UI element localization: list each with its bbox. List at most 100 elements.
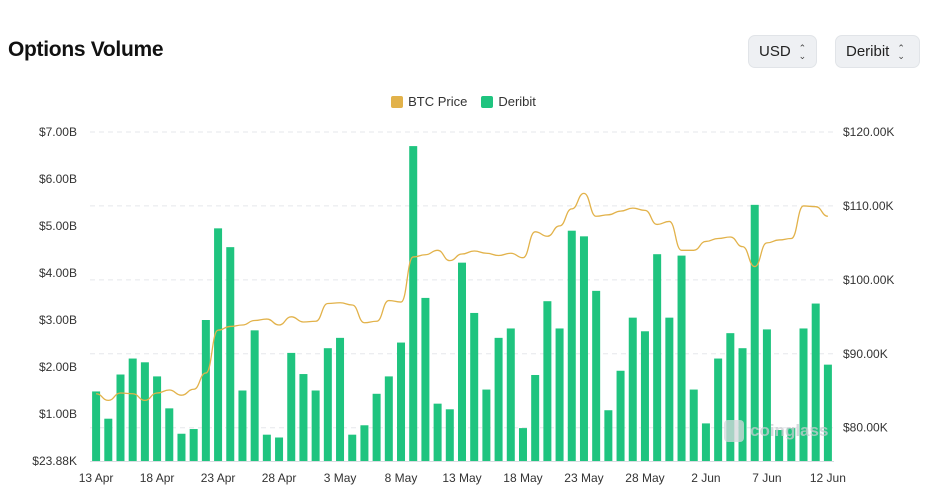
deribit-bar [701, 423, 710, 461]
deribit-bar [665, 317, 674, 461]
legend-item-btc-price[interactable]: BTC Price [391, 94, 467, 109]
deribit-bar [543, 301, 552, 461]
deribit-bar [189, 429, 198, 461]
deribit-bar [482, 389, 491, 461]
legend-label-deribit: Deribit [498, 94, 536, 109]
watermark: coinglass [724, 420, 828, 442]
deribit-bar [372, 393, 381, 461]
deribit-bar [262, 434, 271, 461]
y-right-tick-label: $110.00K [843, 199, 894, 213]
y-left-tick-label: $7.00B [39, 125, 77, 139]
x-tick-label: 23 May [564, 471, 603, 485]
y-left-tick-label: $23.88K [32, 454, 77, 468]
x-tick-label: 3 May [324, 471, 357, 485]
deribit-bar [689, 389, 698, 461]
x-tick-label: 18 May [503, 471, 542, 485]
deribit-bar [799, 328, 808, 461]
deribit-bar [323, 348, 332, 461]
deribit-bar [555, 328, 564, 461]
deribit-bar [287, 352, 296, 461]
deribit-bar [653, 254, 662, 461]
deribit-bar [738, 348, 747, 461]
deribit-bar [579, 236, 588, 461]
deribit-bar [336, 337, 345, 461]
y-left-tick-label: $5.00B [39, 219, 77, 233]
btc-price-series-line [96, 192, 829, 402]
deribit-bar [360, 425, 369, 461]
watermark-text: coinglass [750, 421, 829, 440]
deribit-bar [433, 403, 442, 461]
deribit-bar [592, 290, 601, 461]
deribit-bar [604, 410, 613, 461]
deribit-bar [811, 303, 820, 461]
x-tick-label: 18 Apr [140, 471, 175, 485]
x-tick-label: 28 May [625, 471, 664, 485]
deribit-bar [238, 390, 247, 461]
axis-labels: $80.00K $90.00K $100.00K $110.00K $120.00K $2… [32, 125, 894, 485]
chart-legend: BTC Price Deribit [0, 94, 927, 109]
deribit-bar [153, 376, 162, 461]
deribit-bar [531, 374, 540, 461]
deribit-bar [165, 408, 174, 461]
x-tick-label: 28 Apr [262, 471, 297, 485]
deribit-bar [823, 364, 832, 461]
deribit-bar [128, 358, 137, 461]
x-tick-label: 8 May [385, 471, 418, 485]
deribit-bar [201, 320, 210, 461]
deribit-bar [677, 255, 686, 461]
deribit-bar [348, 434, 357, 461]
y-left-tick-label: $1.00B [39, 407, 77, 421]
exchange-select[interactable]: Deribit ⌃ ⌄ [835, 35, 920, 68]
y-left-tick-label: $2.00B [39, 360, 77, 374]
deribit-bar [311, 390, 320, 461]
deribit-bar [506, 328, 515, 461]
chevron-up-down-icon: ⌃ ⌄ [897, 42, 905, 61]
deribit-bar [445, 409, 454, 461]
y-right-tick-label: $100.00K [843, 273, 894, 287]
legend-label-btc-price: BTC Price [408, 94, 468, 109]
y-right-tick-label: $120.00K [843, 125, 894, 139]
chevron-up-down-icon: ⌃ ⌄ [798, 42, 807, 61]
legend-swatch-deribit [481, 95, 494, 108]
deribit-bar [409, 146, 418, 461]
x-tick-label: 13 May [442, 471, 481, 485]
deribit-bar [494, 337, 503, 461]
watermark-logo-icon [724, 420, 744, 442]
currency-select[interactable]: USD ⌃ ⌄ [748, 35, 817, 68]
deribit-bar [518, 428, 527, 461]
y-right-tick-label: $80.00K [843, 421, 888, 435]
currency-select-value: USD [759, 43, 791, 60]
deribit-bar [775, 429, 784, 461]
legend-item-deribit[interactable]: Deribit [481, 94, 536, 109]
deribit-bar [92, 391, 101, 461]
y-right-tick-label: $90.00K [843, 347, 888, 361]
deribit-bar [275, 437, 284, 461]
y-left-tick-label: $4.00B [39, 266, 77, 280]
exchange-select-value: Deribit [846, 43, 890, 60]
btc-price-line [96, 192, 829, 402]
deribit-bar [470, 312, 479, 461]
y-left-tick-label: $3.00B [39, 313, 77, 327]
x-tick-label: 7 Jun [752, 471, 781, 485]
deribit-bar [226, 247, 235, 461]
deribit-bar [140, 362, 149, 461]
deribit-bar [628, 317, 637, 461]
x-tick-label: 13 Apr [79, 471, 114, 485]
deribit-bar [458, 262, 466, 461]
deribit-bar [750, 204, 759, 461]
deribit-bar [177, 433, 186, 461]
deribit-bar [616, 370, 625, 461]
deribit-bar [640, 331, 649, 461]
deribit-bar [214, 228, 223, 461]
x-tick-label: 2 Jun [691, 471, 720, 485]
deribit-bar [787, 428, 796, 461]
deribit-bar [397, 342, 406, 461]
x-tick-label: 12 Jun [810, 471, 846, 485]
deribit-bar [714, 358, 723, 461]
legend-swatch-btc-price [391, 95, 404, 108]
deribit-bar [421, 297, 430, 461]
deribit-bar [567, 230, 576, 461]
x-tick-label: 23 Apr [201, 471, 236, 485]
page-title: Options Volume [8, 38, 164, 61]
